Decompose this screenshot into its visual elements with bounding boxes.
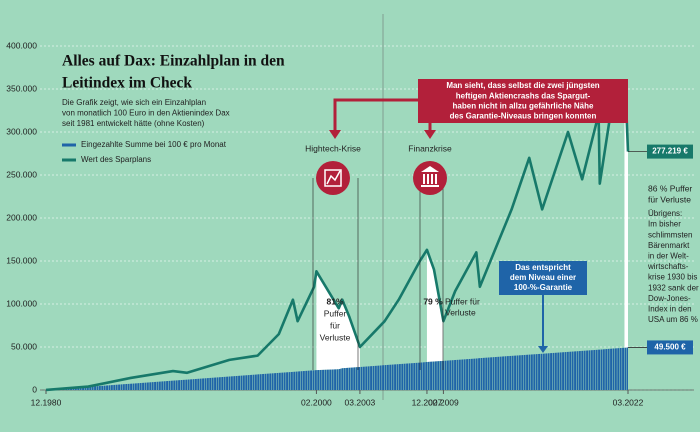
callout-text: des Garantie-Niveaus bringen konnten (450, 112, 597, 121)
x-tick-label: 02.2009 (428, 397, 459, 407)
y-tick-label: 200.000 (6, 212, 37, 222)
icon-shape (324, 169, 342, 187)
x-tick-label: 03.2022 (613, 397, 644, 407)
value-label: 277.219 € (652, 147, 688, 156)
side-note: in der Welt- (648, 252, 689, 261)
subtitle: Die Grafik zeigt, wie sich ein Einzahlpl… (62, 98, 206, 107)
y-tick-label: 350.000 (6, 83, 37, 93)
callout-text: 100-%-Garantie (514, 283, 573, 292)
y-tick-label: 250.000 (6, 169, 37, 179)
puffer-label: Verluste (320, 332, 351, 342)
side-note: USA um 86 % (648, 315, 698, 324)
callout-box (418, 79, 628, 123)
y-tick-label: 400.000 (6, 40, 37, 50)
side-note: Index in den (648, 305, 692, 314)
puffer-label: Puffer für (445, 296, 480, 306)
callout-text: Das entspricht (515, 263, 571, 272)
callout-box (499, 261, 587, 295)
y-tick-label: 150.000 (6, 255, 37, 265)
callout-text: heftigen Aktiencrashs das Spargut- (456, 91, 591, 100)
side-note: wirtschafts- (647, 262, 689, 271)
callout-text: Man sieht, dass selbst die zwei jüngsten (446, 81, 599, 90)
icon-shape (427, 174, 429, 184)
line (45, 87, 630, 392)
y-tick-label: 0 (32, 384, 37, 394)
icon-shape (421, 185, 439, 187)
chart-title: Alles auf Dax: Einzahlplan in den (62, 53, 285, 70)
side-note: Bärenmarkt (648, 241, 690, 250)
arrowhead (538, 346, 548, 353)
icon-shape (423, 174, 425, 184)
crisis-label: Finanzkrise (408, 143, 452, 153)
puffer-label: 81% (326, 296, 343, 306)
x-tick-label: 12.2007 (412, 397, 443, 407)
callout-text: haben nicht in allzu gefährliche Nähe (453, 102, 594, 111)
icon-shape (431, 174, 433, 184)
icon-shape (421, 166, 439, 172)
chart-title: Leitindex im Check (62, 75, 192, 92)
puffer-band (316, 271, 360, 371)
arrowhead (424, 130, 436, 139)
puffer-label: für (330, 320, 340, 330)
puffer-label: Puffer (324, 308, 347, 318)
callout-text: dem Niveau einer (510, 273, 576, 282)
puffer-label: Verluste (445, 307, 476, 317)
puffer-band (426, 249, 444, 363)
subtitle: seit 1981 entwickelt hätte (ohne Kosten) (62, 119, 205, 128)
puffer-label: für Verluste (648, 194, 691, 204)
y-tick-label: 100.000 (6, 298, 37, 308)
value-label-box (647, 144, 693, 159)
side-note: Übrigens: (648, 209, 682, 218)
subtitle: von monatlich 100 Euro in den Aktieninde… (62, 109, 230, 118)
y-tick-label: 300.000 (6, 126, 37, 136)
area (46, 347, 628, 390)
icon-shape (326, 170, 341, 185)
side-note: 1932 sank der (648, 283, 699, 292)
x-tick-label: 12.1980 (31, 397, 62, 407)
x-tick-label: 02.2000 (301, 397, 332, 407)
arrowhead (329, 130, 341, 139)
side-note: schlimmsten (648, 230, 692, 239)
side-note: krise 1930 bis (648, 273, 697, 282)
value-label-box (647, 340, 693, 355)
legend-label: Eingezahlte Summe bei 100 € pro Monat (81, 140, 227, 149)
y-tick-label: 50.000 (11, 341, 37, 351)
crisis-label: Hightech-Krise (305, 143, 361, 153)
x-tick-label: 03.2003 (345, 397, 376, 407)
side-note: Dow-Jones- (648, 294, 691, 303)
puffer-band (624, 89, 628, 348)
puffer-label: 79 % (423, 296, 443, 306)
value-label: 49.500 € (654, 343, 686, 352)
legend-label: Wert des Sparplans (81, 155, 151, 164)
puffer-label: 86 % Puffer (648, 183, 692, 193)
side-note: Im bisher (648, 220, 681, 229)
icon-shape (435, 174, 437, 184)
callout-arrow (333, 98, 418, 132)
